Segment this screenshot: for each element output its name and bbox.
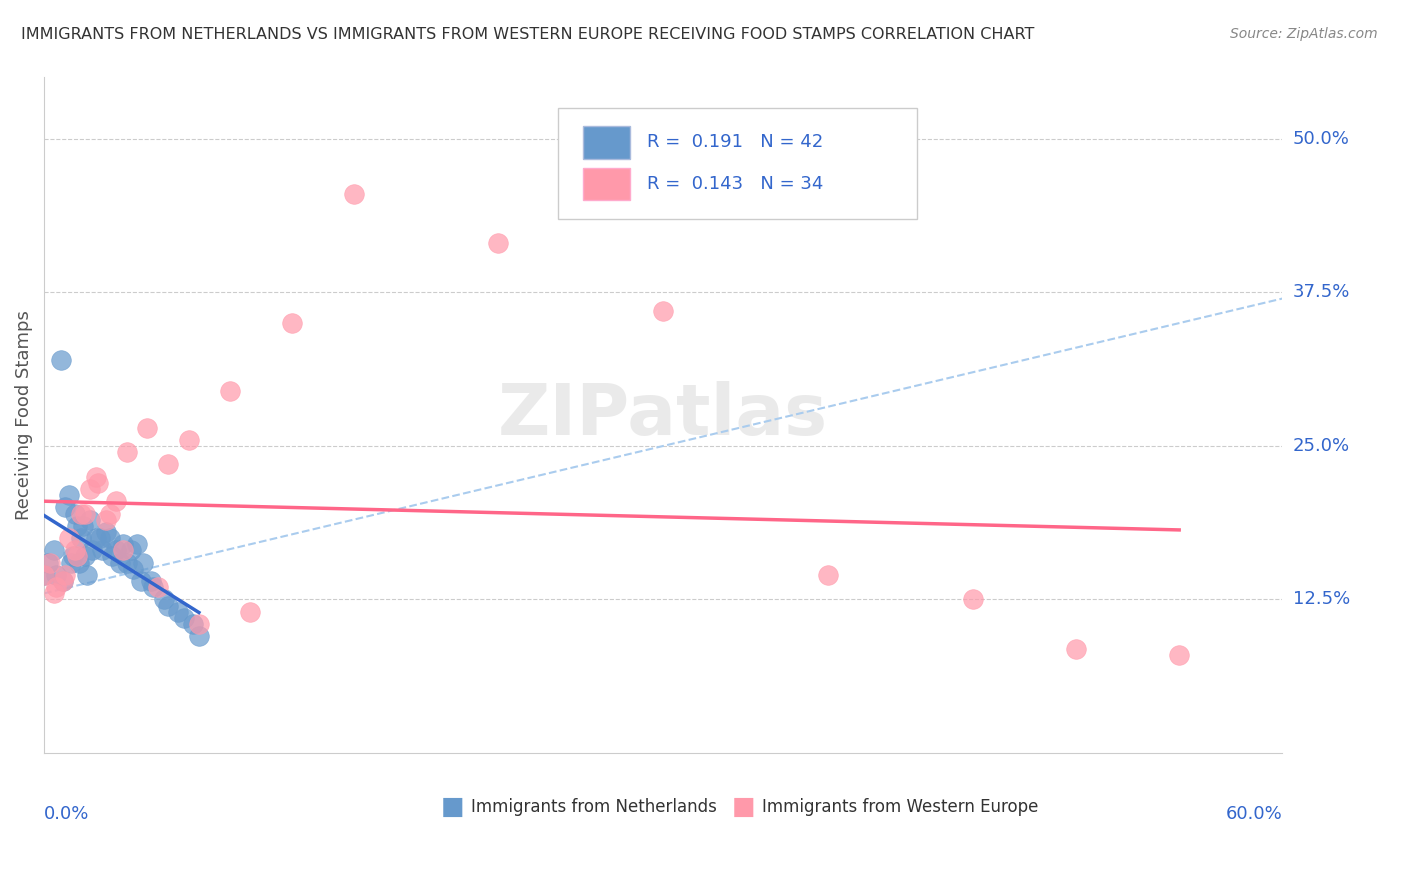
Point xyxy=(156,599,179,613)
Point xyxy=(1064,641,1087,656)
FancyBboxPatch shape xyxy=(558,108,917,219)
Point xyxy=(58,531,80,545)
Point xyxy=(37,556,59,570)
Point xyxy=(90,543,112,558)
Point xyxy=(153,592,176,607)
Point xyxy=(167,605,190,619)
Point xyxy=(53,500,76,515)
Text: ■: ■ xyxy=(441,795,464,819)
Point xyxy=(94,524,117,539)
Point xyxy=(177,433,200,447)
Point xyxy=(142,580,165,594)
Point xyxy=(59,556,82,570)
Point xyxy=(146,580,169,594)
Point xyxy=(132,556,155,570)
FancyBboxPatch shape xyxy=(582,126,630,159)
Point xyxy=(52,574,75,588)
Point xyxy=(84,531,107,545)
Text: ■: ■ xyxy=(733,795,755,819)
Point xyxy=(49,353,72,368)
Point xyxy=(817,568,839,582)
Point xyxy=(70,507,93,521)
Point xyxy=(87,475,110,490)
Point xyxy=(110,556,132,570)
Point xyxy=(156,458,179,472)
Text: Immigrants from Netherlands: Immigrants from Netherlands xyxy=(471,798,717,816)
Text: 0.0%: 0.0% xyxy=(44,805,90,822)
Point xyxy=(129,574,152,588)
Point xyxy=(111,543,134,558)
Text: 25.0%: 25.0% xyxy=(1292,437,1350,455)
Point xyxy=(67,556,90,570)
Point xyxy=(79,482,101,496)
Point xyxy=(173,611,195,625)
Point xyxy=(76,568,98,582)
Point xyxy=(101,549,124,564)
Point xyxy=(115,556,138,570)
Text: 60.0%: 60.0% xyxy=(1226,805,1282,822)
Text: Immigrants from Western Europe: Immigrants from Western Europe xyxy=(762,798,1039,816)
Point xyxy=(218,384,240,398)
Point xyxy=(84,469,107,483)
Point xyxy=(66,549,89,564)
Text: IMMIGRANTS FROM NETHERLANDS VS IMMIGRANTS FROM WESTERN EUROPE RECEIVING FOOD STA: IMMIGRANTS FROM NETHERLANDS VS IMMIGRANT… xyxy=(21,27,1035,42)
Point xyxy=(58,488,80,502)
Point xyxy=(343,187,366,202)
Text: R =  0.143   N = 34: R = 0.143 N = 34 xyxy=(647,175,824,194)
Point xyxy=(79,513,101,527)
Point xyxy=(62,549,84,564)
Point xyxy=(75,507,97,521)
Point xyxy=(44,543,66,558)
Y-axis label: Receiving Food Stamps: Receiving Food Stamps xyxy=(15,310,32,520)
Point xyxy=(63,507,86,521)
Point xyxy=(98,531,121,545)
Point xyxy=(125,537,148,551)
Point xyxy=(121,562,143,576)
Point xyxy=(120,543,142,558)
Point xyxy=(80,543,103,558)
Point xyxy=(94,513,117,527)
Point xyxy=(63,543,86,558)
Point xyxy=(44,586,66,600)
Point xyxy=(66,518,89,533)
Point xyxy=(187,617,209,632)
Point xyxy=(53,568,76,582)
Point xyxy=(136,420,159,434)
Text: 12.5%: 12.5% xyxy=(1292,591,1350,608)
Point xyxy=(72,518,94,533)
Point xyxy=(239,605,262,619)
Point xyxy=(141,574,163,588)
FancyBboxPatch shape xyxy=(582,168,630,201)
Point xyxy=(98,507,121,521)
Point xyxy=(105,494,128,508)
Point xyxy=(115,445,138,459)
Point xyxy=(187,629,209,643)
Text: R =  0.191   N = 42: R = 0.191 N = 42 xyxy=(647,133,824,152)
Text: 50.0%: 50.0% xyxy=(1292,130,1350,148)
Point xyxy=(45,580,67,594)
Point xyxy=(281,316,304,330)
Point xyxy=(52,574,75,588)
Text: Source: ZipAtlas.com: Source: ZipAtlas.com xyxy=(1230,27,1378,41)
Point xyxy=(45,568,67,582)
Text: ZIPatlas: ZIPatlas xyxy=(498,381,828,450)
Point xyxy=(105,543,128,558)
Point xyxy=(32,568,55,582)
Point xyxy=(70,531,93,545)
Point xyxy=(962,592,984,607)
Point xyxy=(75,549,97,564)
Point xyxy=(486,236,509,251)
Point xyxy=(181,617,204,632)
Point xyxy=(111,537,134,551)
Point xyxy=(39,556,62,570)
Point xyxy=(89,531,111,545)
Text: 37.5%: 37.5% xyxy=(1292,284,1350,301)
Point xyxy=(1168,648,1191,662)
Point xyxy=(652,303,675,318)
Point xyxy=(32,568,55,582)
